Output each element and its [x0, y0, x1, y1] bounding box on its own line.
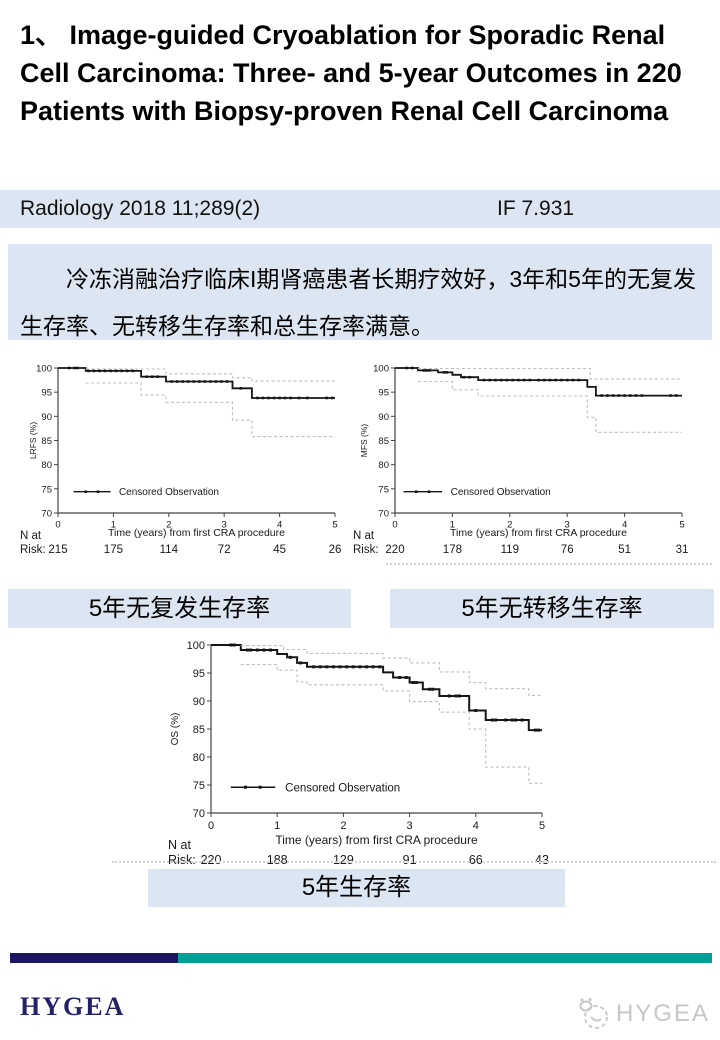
- svg-text:4: 4: [622, 520, 627, 531]
- svg-text:0: 0: [55, 520, 60, 531]
- svg-text:80: 80: [378, 460, 389, 471]
- svg-text:Time (years) from first CRA pr: Time (years) from first CRA procedure: [108, 527, 285, 539]
- svg-text:5: 5: [332, 520, 337, 531]
- svg-text:85: 85: [193, 724, 205, 736]
- footer-bar-teal: [178, 953, 712, 963]
- figure-crop-dots: [386, 563, 712, 565]
- svg-text:26: 26: [329, 544, 342, 556]
- svg-text:N at: N at: [20, 530, 42, 542]
- svg-text:Time (years) from first CRA pr: Time (years) from first CRA procedure: [275, 833, 478, 847]
- brand-logo: HYGEA: [20, 992, 126, 1021]
- svg-text:220: 220: [385, 544, 404, 556]
- svg-text:90: 90: [41, 412, 52, 423]
- svg-text:188: 188: [267, 853, 288, 867]
- mfs-survival-chart: 70 75 80 85 90 95 100 0 1 2 3 4 5 MFS (%) Time (years)…: [353, 363, 689, 556]
- svg-text:3: 3: [565, 520, 570, 531]
- svg-text:114: 114: [160, 544, 179, 556]
- svg-text:N at: N at: [168, 838, 191, 852]
- svg-text:Risk:: Risk:: [20, 544, 46, 556]
- svg-text:2: 2: [507, 520, 512, 531]
- svg-text:90: 90: [193, 696, 205, 708]
- svg-text:72: 72: [218, 544, 231, 556]
- svg-text:75: 75: [41, 484, 52, 495]
- caption-lrfs: 5年无复发生存率: [8, 589, 351, 628]
- figure-crop-dots: [112, 861, 716, 863]
- watermark-text: HYGEA: [615, 1000, 710, 1027]
- svg-text:70: 70: [378, 508, 389, 519]
- svg-text:80: 80: [41, 460, 52, 471]
- svg-text:4: 4: [277, 520, 282, 531]
- svg-text:5: 5: [679, 520, 684, 531]
- svg-text:129: 129: [333, 853, 354, 867]
- svg-text:70: 70: [193, 808, 205, 820]
- svg-text:5: 5: [539, 820, 545, 832]
- svg-text:100: 100: [36, 363, 52, 374]
- svg-text:91: 91: [403, 853, 417, 867]
- svg-text:Risk:: Risk:: [353, 544, 379, 556]
- summary-text: 冷冻消融治疗临床I期肾癌患者长期疗效好，3年和5年的无复发生存率、无转移生存率和…: [20, 266, 696, 339]
- svg-text:Censored Observation: Censored Observation: [285, 782, 400, 794]
- os-survival-chart: 70 75 80 85 90 95 100 0 1 2 3 4 5 OS (%) Time (years) …: [168, 640, 549, 867]
- svg-text:1: 1: [450, 520, 455, 531]
- svg-text:90: 90: [378, 412, 389, 423]
- impact-factor: IF 7.931: [497, 197, 575, 220]
- svg-text:51: 51: [618, 544, 631, 556]
- svg-text:175: 175: [104, 544, 123, 556]
- svg-text:95: 95: [378, 388, 389, 399]
- svg-text:43: 43: [535, 853, 549, 867]
- svg-text:1: 1: [274, 820, 280, 832]
- svg-text:66: 66: [469, 853, 483, 867]
- footer-bar-navy: [10, 953, 178, 963]
- svg-text:Censored Observation: Censored Observation: [119, 487, 219, 498]
- svg-text:100: 100: [373, 363, 389, 374]
- svg-text:75: 75: [378, 484, 389, 495]
- svg-text:MFS (%): MFS (%): [359, 424, 369, 458]
- svg-text:45: 45: [273, 544, 286, 556]
- svg-text:4: 4: [473, 820, 479, 832]
- svg-text:95: 95: [193, 668, 205, 680]
- journal-citation: Radiology 2018 11;289(2): [20, 197, 261, 220]
- svg-text:Risk:: Risk:: [168, 853, 196, 867]
- svg-text:Time (years) from first CRA pr: Time (years) from first CRA procedure: [450, 527, 627, 539]
- summary-box: 冷冻消融治疗临床I期肾癌患者长期疗效好，3年和5年的无复发生存率、无转移生存率和…: [8, 244, 712, 340]
- svg-text:178: 178: [443, 544, 462, 556]
- svg-text:2: 2: [340, 820, 346, 832]
- svg-text:3: 3: [407, 820, 413, 832]
- svg-text:100: 100: [187, 640, 205, 652]
- svg-text:80: 80: [193, 752, 205, 764]
- svg-text:1: 1: [111, 520, 116, 531]
- svg-text:0: 0: [208, 820, 214, 832]
- svg-text:31: 31: [676, 544, 689, 556]
- caption-os: 5年生存率: [148, 869, 565, 907]
- svg-text:76: 76: [561, 544, 574, 556]
- svg-text:85: 85: [41, 436, 52, 447]
- svg-text:3: 3: [222, 520, 227, 531]
- svg-text:N at: N at: [353, 530, 375, 542]
- svg-text:119: 119: [501, 544, 519, 556]
- svg-text:Censored Observation: Censored Observation: [451, 487, 551, 498]
- watermark: HYGEA: [577, 996, 710, 1032]
- svg-text:215: 215: [48, 544, 67, 556]
- watermark-logo-icon: [579, 997, 608, 1029]
- svg-text:OS (%): OS (%): [170, 713, 181, 746]
- svg-text:220: 220: [201, 853, 222, 867]
- page-title: 1、 Image-guided Cryoablation for Sporadi…: [20, 20, 682, 126]
- svg-text:85: 85: [378, 436, 389, 447]
- svg-text:75: 75: [193, 780, 205, 792]
- journal-bar: Radiology 2018 11;289(2) IF 7.931: [0, 190, 720, 228]
- svg-text:LRFS (%): LRFS (%): [28, 422, 38, 459]
- svg-text:95: 95: [41, 388, 52, 399]
- svg-text:70: 70: [41, 508, 52, 519]
- caption-mfs: 5年无转移生存率: [390, 589, 714, 628]
- svg-text:0: 0: [392, 520, 397, 531]
- svg-text:2: 2: [166, 520, 171, 531]
